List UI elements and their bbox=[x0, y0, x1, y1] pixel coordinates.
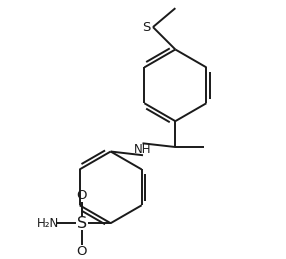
Text: O: O bbox=[77, 244, 87, 257]
Text: O: O bbox=[77, 189, 87, 202]
Text: NH: NH bbox=[134, 143, 152, 156]
Text: S: S bbox=[142, 20, 151, 34]
Text: S: S bbox=[77, 216, 87, 231]
Text: H₂N: H₂N bbox=[37, 217, 59, 230]
